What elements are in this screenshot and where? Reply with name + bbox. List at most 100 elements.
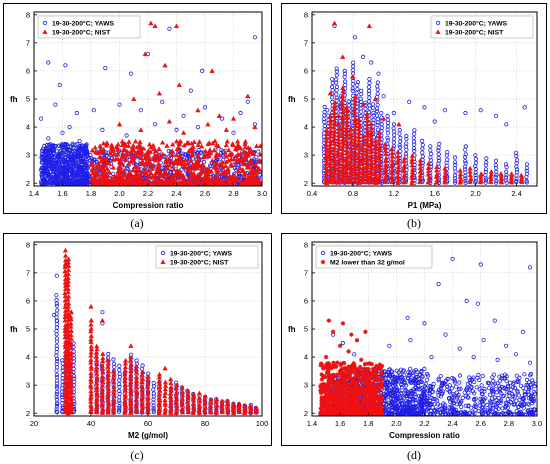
data-point: [452, 393, 457, 398]
data-point: [65, 303, 71, 309]
data-point: [62, 357, 68, 363]
data-point: [340, 133, 346, 138]
data-point: [111, 151, 117, 157]
data-point: [168, 158, 174, 163]
data-point: [68, 316, 74, 322]
data-point: [152, 148, 159, 153]
data-point: [203, 174, 209, 180]
data-point: [356, 178, 362, 184]
data-point: [453, 160, 458, 165]
data-point: [191, 394, 197, 399]
data-point: [344, 122, 350, 128]
data-point: [502, 385, 507, 390]
data-point: [397, 127, 402, 133]
data-point: [375, 117, 380, 122]
data-point: [488, 399, 493, 404]
data-point: [88, 376, 94, 382]
data-point: [368, 165, 375, 170]
data-point: [244, 161, 251, 167]
data-point: [323, 141, 329, 147]
data-point: [483, 163, 488, 168]
data-point: [389, 170, 395, 175]
data-point: [133, 377, 140, 383]
data-point: [369, 159, 375, 165]
data-point: [208, 399, 214, 405]
data-point: [174, 127, 179, 133]
data-point: [473, 160, 479, 165]
data-point: [389, 146, 395, 152]
data-point: [54, 384, 60, 389]
data-point: [445, 157, 450, 162]
data-point: [371, 110, 376, 116]
data-point: [122, 367, 128, 373]
data-point: [145, 400, 151, 405]
data-point: [435, 398, 440, 403]
data-point: [524, 171, 530, 176]
data-point: [395, 149, 401, 155]
data-point: [88, 373, 94, 379]
data-point: [202, 393, 208, 399]
data-point: [488, 171, 494, 177]
data-point: [478, 177, 484, 182]
data-point: [185, 391, 191, 397]
data-point: [168, 397, 174, 402]
data-point: [401, 158, 407, 164]
data-point: [230, 142, 236, 147]
data-point: [61, 166, 66, 171]
data-point: [68, 359, 74, 365]
data-point: [429, 164, 434, 169]
data-point: [417, 175, 423, 181]
data-point: [352, 108, 358, 114]
data-point: [62, 172, 67, 178]
data-point: [156, 172, 163, 178]
data-point: [122, 141, 128, 146]
data-point: [127, 400, 134, 406]
data-point: [89, 167, 95, 173]
data-point: [514, 170, 520, 175]
data-point: [212, 138, 218, 144]
data-point: [243, 177, 249, 182]
y-tick-label: 3: [304, 151, 308, 160]
data-point: [234, 176, 241, 182]
data-point: [156, 391, 163, 397]
data-point: [80, 174, 85, 180]
data-point: [79, 159, 84, 164]
data-point: [323, 158, 330, 163]
data-point: [346, 99, 351, 104]
data-point: [323, 155, 329, 161]
data-point: [128, 365, 134, 371]
data-point: [100, 127, 105, 133]
data-point: [69, 160, 74, 165]
data-point: [482, 386, 487, 391]
data-point: [467, 168, 473, 174]
data-point: [504, 169, 509, 174]
data-point: [447, 389, 452, 394]
data-point: [117, 159, 123, 165]
data-point: [368, 149, 374, 155]
data-point: [458, 176, 464, 182]
data-point: [445, 150, 450, 155]
data-point: [117, 174, 124, 179]
data-point: [98, 166, 104, 172]
data-point: [344, 178, 350, 184]
data-point: [65, 289, 71, 294]
data-point: [156, 162, 162, 168]
data-point: [213, 160, 219, 166]
data-point: [344, 112, 350, 118]
data-point: [321, 117, 327, 122]
data-point: [377, 157, 383, 163]
data-point: [103, 65, 108, 71]
data-point: [54, 394, 59, 400]
data-point: [55, 308, 60, 313]
data-point: [54, 343, 59, 348]
data-point: [68, 309, 75, 315]
data-point: [385, 131, 391, 136]
data-point: [56, 177, 61, 183]
chart-panel-c: 20 40 60 80 100 2 3 4 5 6 7 8 M2 (g/mol) fh 19-30-200°…: [3, 233, 272, 446]
data-point: [356, 150, 363, 155]
data-point: [247, 170, 254, 176]
data-point: [208, 396, 214, 402]
data-point: [167, 26, 172, 31]
data-point: [105, 180, 112, 185]
